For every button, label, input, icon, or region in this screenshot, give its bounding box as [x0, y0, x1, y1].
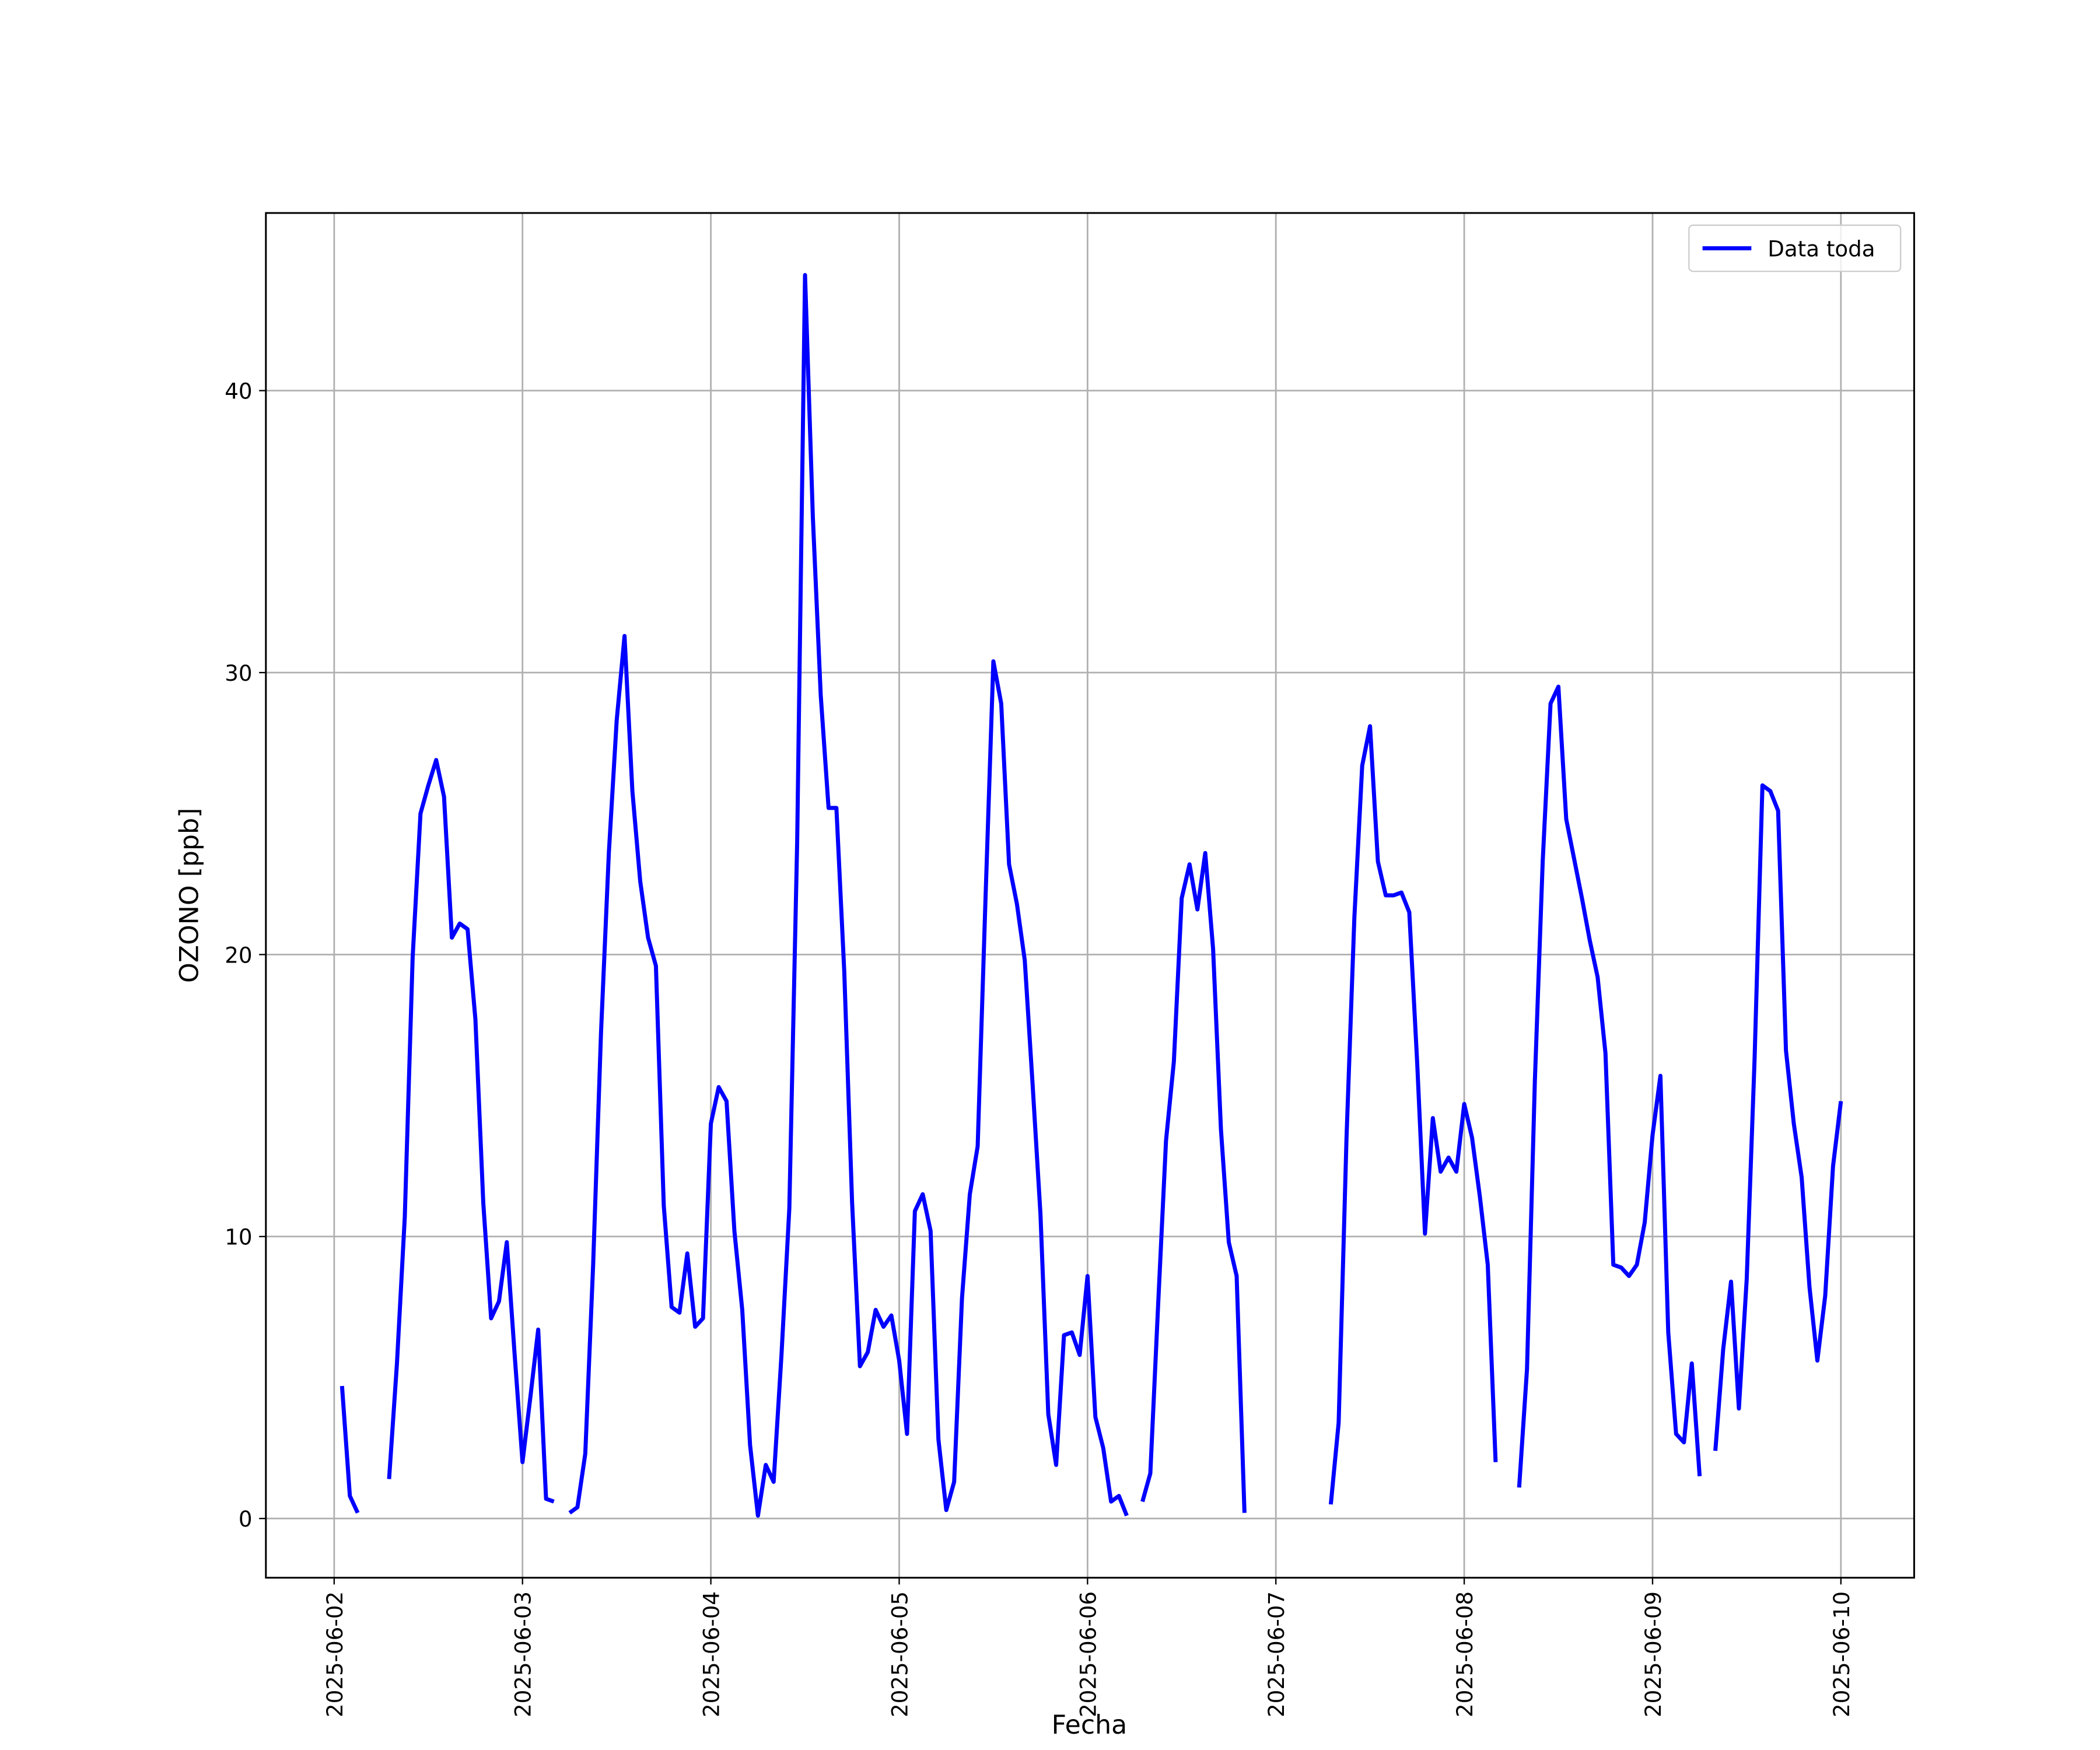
x-tick-label: 2025-06-07	[1264, 1591, 1289, 1717]
y-tick-label: 20	[225, 942, 252, 968]
y-tick-label: 10	[225, 1224, 252, 1250]
axes-frame	[265, 212, 1915, 1579]
y-tick-label: 30	[225, 660, 252, 686]
data-line	[340, 272, 1843, 1518]
x-tick-label: 2025-06-09	[1640, 1591, 1666, 1717]
x-tick-label: 2025-06-05	[887, 1591, 912, 1717]
x-tick-label: 2025-06-06	[1075, 1591, 1101, 1717]
x-tick-label: 2025-06-03	[510, 1591, 536, 1717]
y-axis-label: OZONO [ppb]	[175, 808, 205, 983]
plot-area	[265, 213, 1915, 1578]
x-tick-label: 2025-06-08	[1452, 1591, 1478, 1717]
x-tick-label: 2025-06-02	[322, 1591, 348, 1717]
x-axis-label: Fecha	[1052, 1710, 1128, 1740]
y-tick-label: 40	[225, 379, 252, 404]
x-tick-label: 2025-06-04	[699, 1591, 724, 1717]
legend-box	[1688, 224, 1902, 272]
y-tick-label: 0	[239, 1506, 253, 1532]
x-tick-label: 2025-06-10	[1829, 1591, 1854, 1717]
legend: Data toda	[1688, 224, 1902, 272]
legend-label: Data toda	[1768, 236, 1875, 262]
